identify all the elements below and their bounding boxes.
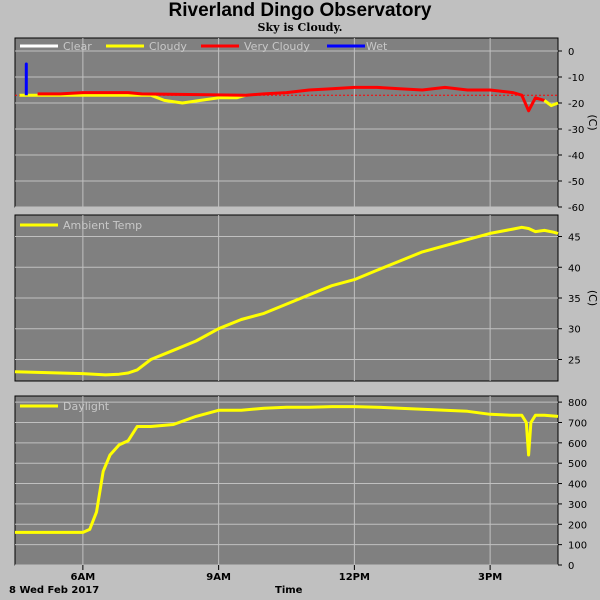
y-tick-label: 100	[568, 541, 587, 552]
legend-label: Wet	[366, 40, 388, 53]
y-axis-unit-label: (C)	[586, 290, 599, 306]
y-tick-label: 200	[568, 520, 587, 531]
y-tick-label: 300	[568, 500, 587, 511]
y-tick-label: 25	[568, 355, 581, 366]
x-tick-label: 3PM	[478, 572, 502, 583]
page-title: Riverland Dingo Observatory	[168, 0, 432, 21]
y-tick-label: 600	[568, 439, 587, 450]
x-tick-label: 6AM	[71, 572, 96, 583]
series-line-cloudy	[543, 99, 559, 108]
y-tick-label: -60	[568, 203, 584, 214]
y-tick-label: 500	[568, 459, 587, 470]
legend-label: Cloudy	[149, 40, 187, 53]
x-axis-label: Time	[275, 585, 303, 596]
y-axis-unit-label: (C)	[586, 114, 599, 130]
legend-label: Clear	[63, 40, 92, 53]
y-tick-label: 45	[568, 233, 581, 244]
x-tick-label: 12PM	[339, 572, 370, 583]
y-tick-label: 700	[568, 418, 587, 429]
series-line-ambient-temp	[14, 225, 559, 377]
y-tick-label: 0	[568, 47, 574, 58]
plot-panel-daylight	[14, 395, 559, 566]
x-tick-label: 9AM	[206, 572, 231, 583]
y-tick-label: 0	[568, 561, 574, 572]
y-tick-label: 30	[568, 325, 581, 336]
y-tick-label: 35	[568, 294, 581, 305]
page-subtitle: Sky is Cloudy.	[257, 21, 343, 34]
series-line-very-cloudy	[37, 85, 545, 113]
plot-panel-sky	[14, 37, 559, 208]
date-label: 8 Wed Feb 2017	[9, 585, 100, 596]
y-tick-label: -10	[568, 73, 584, 84]
series-line-daylight	[15, 405, 559, 534]
y-tick-label: 40	[568, 263, 581, 274]
y-tick-label: -20	[568, 99, 584, 110]
y-tick-label: 400	[568, 480, 587, 491]
legend-label: Very Cloudy	[244, 40, 310, 53]
y-tick-label: -40	[568, 151, 584, 162]
y-tick-label: -50	[568, 177, 584, 188]
y-tick-label: 800	[568, 398, 587, 409]
legend-label: Daylight	[63, 400, 110, 413]
legend-label: Ambient Temp	[63, 219, 142, 232]
y-tick-label: -30	[568, 125, 584, 136]
